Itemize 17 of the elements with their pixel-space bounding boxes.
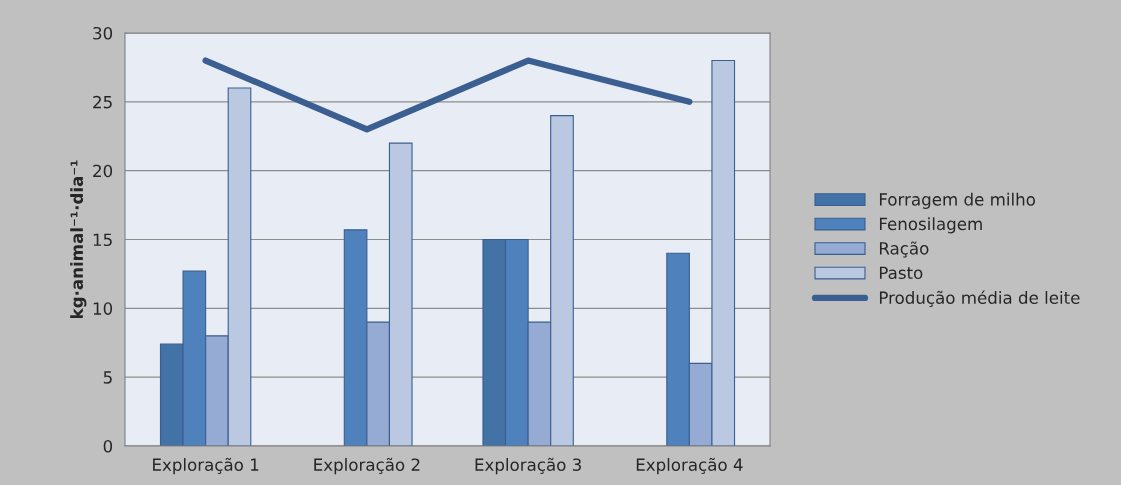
- legend-label: Produção média de leite: [879, 290, 1080, 307]
- x-tick-label: Exploração 2: [314, 457, 420, 475]
- y-tick-label: 20: [93, 164, 113, 178]
- legend-label: Ração: [879, 241, 929, 258]
- legend-label: Forragem de milho: [879, 192, 1035, 209]
- y-tick-label: 0: [103, 439, 113, 453]
- legend-label: Pasto: [879, 266, 923, 280]
- x-tick-label: Exploração 4: [636, 457, 743, 475]
- legend-label: Fenosilagem: [879, 217, 982, 234]
- y-axis-title: kg·animal⁻¹·dia⁻¹: [70, 160, 87, 319]
- x-tick-label: Exploração 3: [475, 457, 581, 475]
- y-tick-label: 30: [93, 26, 113, 40]
- x-tick-label: Exploração 1: [153, 457, 259, 475]
- y-tick-label: 25: [93, 95, 112, 109]
- y-tick-label: 5: [103, 371, 112, 384]
- y-tick-label: 10: [93, 302, 113, 315]
- y-tick-label: 15: [93, 233, 112, 247]
